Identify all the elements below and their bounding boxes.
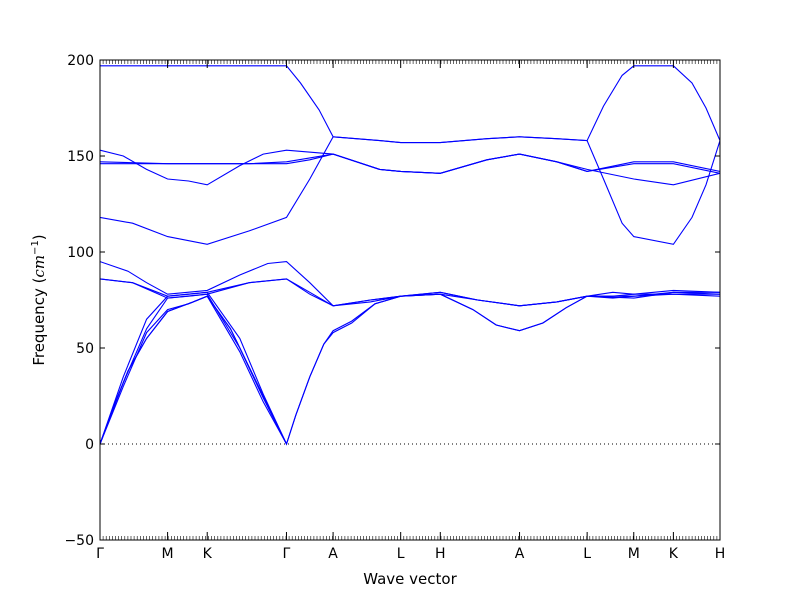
x-minor-ticks (99, 60, 718, 540)
y-tick-label: 100 (67, 245, 94, 261)
x-tick-label: L (583, 546, 591, 562)
y-tick-label: 50 (76, 341, 94, 357)
x-tick-label: M (162, 546, 174, 562)
x-tick-label: A (328, 546, 338, 562)
band-line-12 (100, 153, 720, 174)
y-tick-label: 200 (67, 53, 94, 69)
x-tick-label: Γ (283, 546, 291, 562)
x-tick-label: L (397, 546, 405, 562)
x-tick-label: Γ (96, 546, 104, 562)
x-tick-label: K (669, 546, 679, 562)
x-tick-label: H (715, 546, 726, 562)
x-tick-label: H (435, 546, 446, 562)
y-tick-label: 0 (85, 437, 94, 453)
x-axis-label: Wave vector (363, 570, 457, 588)
x-tick-label: K (203, 546, 213, 562)
band-line-13 (100, 65, 720, 144)
y-tick-label: 150 (67, 149, 94, 165)
y-axis-label-exponent: −1 (30, 240, 41, 255)
y-axis-label-text: Frequency ( (30, 278, 48, 366)
plot-frame (99, 59, 721, 541)
band-line-2 (100, 293, 287, 445)
band-line-7 (100, 293, 720, 446)
y-axis-label-close: ) (30, 234, 48, 240)
y-tick-label: −50 (64, 533, 94, 549)
band-line-9 (100, 136, 720, 245)
y-axis-label: Frequency (cm−1) (30, 234, 48, 365)
y-axis: −50 0 50 100 150 200 (64, 53, 720, 549)
band-line-10 (100, 149, 720, 186)
band-line-3 (100, 291, 287, 445)
band-line-8 (100, 261, 720, 307)
band-lines (100, 65, 720, 446)
band-line-6 (100, 293, 720, 446)
x-tick-label: M (628, 546, 640, 562)
x-tick-label: A (515, 546, 525, 562)
y-axis-label-unit: cm (30, 255, 48, 278)
